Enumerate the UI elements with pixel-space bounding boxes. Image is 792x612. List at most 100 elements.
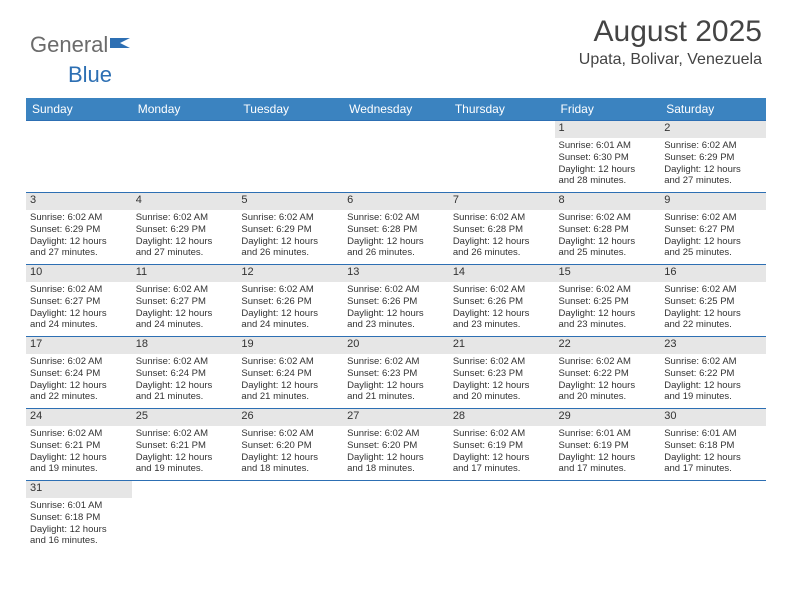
calendar-day-cell: 11Sunrise: 6:02 AMSunset: 6:27 PMDayligh… (132, 265, 238, 337)
sunrise-text: Sunrise: 6:02 AM (453, 212, 551, 224)
calendar-day-cell: 26Sunrise: 6:02 AMSunset: 6:20 PMDayligh… (237, 409, 343, 481)
location-subtitle: Upata, Bolivar, Venezuela (579, 51, 762, 69)
sunset-text: Sunset: 6:28 PM (453, 224, 551, 236)
daylight-text: Daylight: 12 hours (347, 452, 445, 464)
sunset-text: Sunset: 6:27 PM (664, 224, 762, 236)
weekday-header: Tuesday (237, 98, 343, 121)
daylight-text: Daylight: 12 hours (664, 308, 762, 320)
sunrise-text: Sunrise: 6:02 AM (453, 284, 551, 296)
day-number: 9 (664, 194, 762, 209)
day-details: Sunrise: 6:01 AMSunset: 6:19 PMDaylight:… (559, 428, 657, 476)
daylight-text: and 23 minutes. (559, 319, 657, 331)
daylight-text: Daylight: 12 hours (664, 452, 762, 464)
daylight-text: Daylight: 12 hours (347, 308, 445, 320)
day-number: 27 (347, 410, 445, 425)
daylight-text: and 22 minutes. (664, 319, 762, 331)
calendar-day-cell: 9Sunrise: 6:02 AMSunset: 6:27 PMDaylight… (660, 193, 766, 265)
daylight-text: and 23 minutes. (453, 319, 551, 331)
daylight-text: Daylight: 12 hours (30, 452, 128, 464)
sunset-text: Sunset: 6:23 PM (347, 368, 445, 380)
sunrise-text: Sunrise: 6:02 AM (241, 428, 339, 440)
daylight-text: Daylight: 12 hours (347, 380, 445, 392)
sunrise-text: Sunrise: 6:02 AM (559, 356, 657, 368)
day-details: Sunrise: 6:02 AMSunset: 6:28 PMDaylight:… (559, 212, 657, 260)
day-details: Sunrise: 6:02 AMSunset: 6:26 PMDaylight:… (347, 284, 445, 332)
calendar-day-cell (26, 121, 132, 193)
calendar-day-cell: 5Sunrise: 6:02 AMSunset: 6:29 PMDaylight… (237, 193, 343, 265)
day-details: Sunrise: 6:02 AMSunset: 6:28 PMDaylight:… (453, 212, 551, 260)
daylight-text: Daylight: 12 hours (136, 308, 234, 320)
daylight-text: Daylight: 12 hours (136, 236, 234, 248)
daylight-text: Daylight: 12 hours (136, 452, 234, 464)
day-details: Sunrise: 6:02 AMSunset: 6:24 PMDaylight:… (241, 356, 339, 404)
daylight-text: and 21 minutes. (241, 391, 339, 403)
day-number: 18 (136, 338, 234, 353)
sunset-text: Sunset: 6:28 PM (559, 224, 657, 236)
daylight-text: and 27 minutes. (664, 175, 762, 187)
sunset-text: Sunset: 6:22 PM (664, 368, 762, 380)
sunrise-text: Sunrise: 6:02 AM (664, 356, 762, 368)
calendar-day-cell: 27Sunrise: 6:02 AMSunset: 6:20 PMDayligh… (343, 409, 449, 481)
sunrise-text: Sunrise: 6:02 AM (30, 356, 128, 368)
day-number: 13 (347, 266, 445, 281)
day-details: Sunrise: 6:02 AMSunset: 6:25 PMDaylight:… (664, 284, 762, 332)
daylight-text: and 17 minutes. (559, 463, 657, 475)
sunset-text: Sunset: 6:29 PM (664, 152, 762, 164)
daylight-text: and 25 minutes. (559, 247, 657, 259)
sunset-text: Sunset: 6:27 PM (136, 296, 234, 308)
sunrise-text: Sunrise: 6:01 AM (30, 500, 128, 512)
daylight-text: Daylight: 12 hours (453, 452, 551, 464)
sunrise-text: Sunrise: 6:02 AM (664, 284, 762, 296)
day-details: Sunrise: 6:01 AMSunset: 6:18 PMDaylight:… (30, 500, 128, 548)
calendar-day-cell: 21Sunrise: 6:02 AMSunset: 6:23 PMDayligh… (449, 337, 555, 409)
daylight-text: and 18 minutes. (347, 463, 445, 475)
daylight-text: Daylight: 12 hours (30, 236, 128, 248)
day-details: Sunrise: 6:02 AMSunset: 6:21 PMDaylight:… (30, 428, 128, 476)
sunset-text: Sunset: 6:26 PM (241, 296, 339, 308)
day-number: 28 (453, 410, 551, 425)
daylight-text: and 22 minutes. (30, 391, 128, 403)
calendar-day-cell: 20Sunrise: 6:02 AMSunset: 6:23 PMDayligh… (343, 337, 449, 409)
daylight-text: and 17 minutes. (664, 463, 762, 475)
daylight-text: Daylight: 12 hours (136, 380, 234, 392)
day-number: 31 (30, 482, 128, 497)
daylight-text: Daylight: 12 hours (30, 308, 128, 320)
day-details: Sunrise: 6:02 AMSunset: 6:26 PMDaylight:… (241, 284, 339, 332)
day-details: Sunrise: 6:02 AMSunset: 6:23 PMDaylight:… (347, 356, 445, 404)
day-number: 23 (664, 338, 762, 353)
sunrise-text: Sunrise: 6:02 AM (559, 212, 657, 224)
sunrise-text: Sunrise: 6:02 AM (241, 284, 339, 296)
day-details: Sunrise: 6:02 AMSunset: 6:28 PMDaylight:… (347, 212, 445, 260)
calendar-table: Sunday Monday Tuesday Wednesday Thursday… (26, 98, 766, 553)
daylight-text: and 27 minutes. (136, 247, 234, 259)
daylight-text: and 26 minutes. (241, 247, 339, 259)
calendar-day-cell: 7Sunrise: 6:02 AMSunset: 6:28 PMDaylight… (449, 193, 555, 265)
logo-general-text: General (30, 32, 108, 57)
calendar-day-cell (132, 481, 238, 553)
daylight-text: Daylight: 12 hours (241, 308, 339, 320)
sunrise-text: Sunrise: 6:02 AM (241, 212, 339, 224)
sunrise-text: Sunrise: 6:02 AM (559, 284, 657, 296)
sunset-text: Sunset: 6:19 PM (453, 440, 551, 452)
day-details: Sunrise: 6:02 AMSunset: 6:29 PMDaylight:… (136, 212, 234, 260)
day-details: Sunrise: 6:02 AMSunset: 6:27 PMDaylight:… (136, 284, 234, 332)
daylight-text: and 24 minutes. (30, 319, 128, 331)
daylight-text: and 21 minutes. (347, 391, 445, 403)
day-number: 30 (664, 410, 762, 425)
logo-blue-text: Blue (68, 62, 112, 87)
calendar-day-cell: 3Sunrise: 6:02 AMSunset: 6:29 PMDaylight… (26, 193, 132, 265)
daylight-text: Daylight: 12 hours (559, 380, 657, 392)
day-details: Sunrise: 6:02 AMSunset: 6:29 PMDaylight:… (30, 212, 128, 260)
daylight-text: and 19 minutes. (30, 463, 128, 475)
sunrise-text: Sunrise: 6:02 AM (347, 284, 445, 296)
sunset-text: Sunset: 6:29 PM (136, 224, 234, 236)
sunset-text: Sunset: 6:24 PM (241, 368, 339, 380)
daylight-text: Daylight: 12 hours (241, 452, 339, 464)
daylight-text: and 26 minutes. (347, 247, 445, 259)
calendar-day-cell: 2Sunrise: 6:02 AMSunset: 6:29 PMDaylight… (660, 121, 766, 193)
sunrise-text: Sunrise: 6:02 AM (30, 212, 128, 224)
calendar-day-cell: 10Sunrise: 6:02 AMSunset: 6:27 PMDayligh… (26, 265, 132, 337)
calendar-week-row: 31 Sunrise: 6:01 AMSunset: 6:18 PMDayligh… (26, 481, 766, 553)
calendar-day-cell: 31 Sunrise: 6:01 AMSunset: 6:18 PMDayligh… (26, 481, 132, 553)
calendar-day-cell: 25Sunrise: 6:02 AMSunset: 6:21 PMDayligh… (132, 409, 238, 481)
